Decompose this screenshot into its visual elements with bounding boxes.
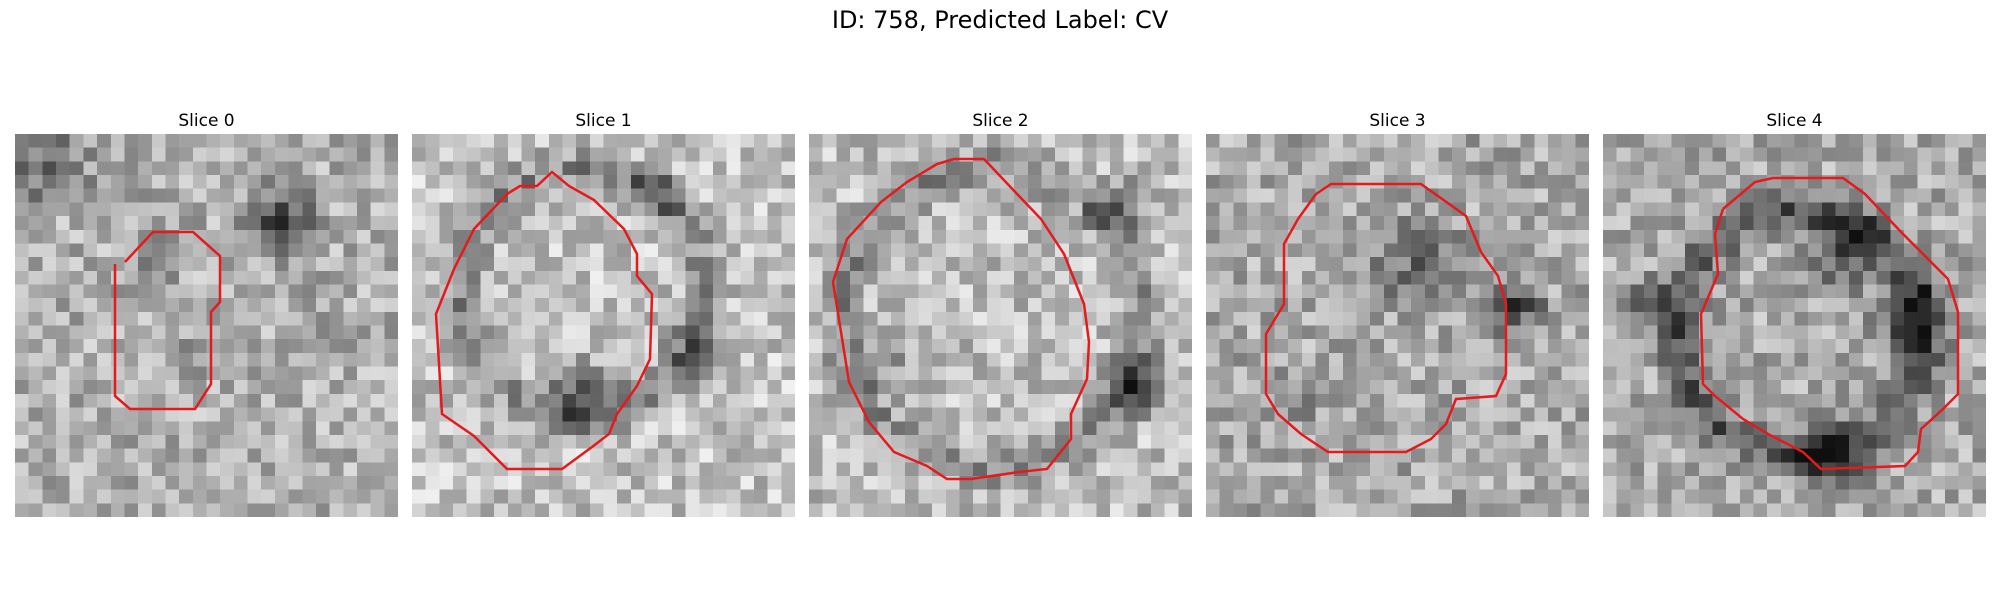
slice-image: [15, 134, 398, 517]
slice-pixels: [412, 134, 795, 517]
figure-title: ID: 758, Predicted Label: CV: [831, 6, 1169, 34]
slice-title: Slice 1: [575, 111, 632, 131]
slice-pixels: [1603, 134, 1986, 517]
slice-title: Slice 2: [972, 111, 1029, 131]
slice-title: Slice 4: [1766, 111, 1823, 131]
slice-panel-4: Slice 4: [1603, 108, 1986, 517]
slice-panel-1: Slice 1: [412, 108, 795, 517]
slice-panel-3: Slice 3: [1206, 108, 1589, 517]
slice-title: Slice 0: [178, 111, 235, 131]
slice-image: [1206, 134, 1589, 517]
slice-pixels: [1206, 134, 1589, 517]
slice-panel-0: Slice 0: [15, 108, 398, 517]
slice-pixels: [809, 134, 1192, 517]
slice-pixels: [15, 134, 398, 517]
slice-panel-2: Slice 2: [809, 108, 1192, 517]
slice-image: [412, 134, 795, 517]
slice-title: Slice 3: [1369, 111, 1426, 131]
slice-image: [809, 134, 1192, 517]
slice-image: [1603, 134, 1986, 517]
